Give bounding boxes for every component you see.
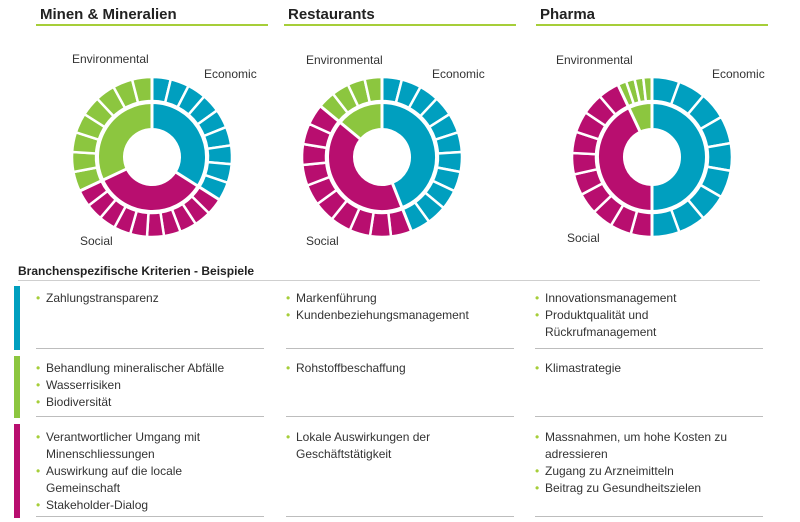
cell-divider — [535, 416, 763, 417]
criteria-item: Verantwortlicher Umgang mit Minenschlies… — [36, 429, 236, 463]
section-divider-line — [390, 182, 414, 233]
criteria-item: Massnahmen, um hohe Kosten zu adressiere… — [535, 429, 755, 463]
criteria-item: Zahlungstransparenz — [36, 290, 266, 307]
criteria-cell-environmental-pharma: Klimastrategie — [535, 360, 755, 377]
label-economic: Economic — [432, 67, 485, 81]
cell-divider — [535, 516, 763, 517]
section-divider-line — [318, 104, 362, 141]
section-divider — [18, 280, 760, 281]
inner-ring-economic — [151, 101, 207, 188]
section-title: Branchenspezifische Kriterien - Beispiel… — [18, 264, 255, 278]
cell-divider — [286, 516, 514, 517]
donut-chart-restaurants — [300, 75, 464, 239]
criteria-item: Produktqualität und Rückrufmanagement — [535, 307, 710, 341]
outer-segment-environmental — [70, 150, 99, 174]
social-bar — [14, 424, 20, 518]
criteria-item: Auswirkung auf die locale Gemeinschaft — [36, 463, 236, 497]
cell-divider — [286, 416, 514, 417]
label-environmental: Environmental — [556, 53, 633, 67]
label-environmental: Environmental — [72, 52, 149, 66]
inner-ring-social — [101, 167, 199, 212]
section-divider-line — [174, 170, 222, 202]
criteria-item: Klimastrategie — [535, 360, 755, 377]
title-underline — [284, 24, 516, 26]
criteria-item: Beitrag zu Gesundheitszielen — [535, 480, 755, 497]
criteria-cell-social-pharma: Massnahmen, um hohe Kosten zu adressiere… — [535, 429, 755, 497]
criteria-cell-economic-minen: Zahlungstransparenz — [36, 290, 266, 307]
inner-ring-economic — [381, 101, 437, 209]
label-economic: Economic — [712, 67, 765, 81]
cell-divider — [36, 416, 264, 417]
label-social: Social — [567, 231, 600, 245]
title-underline — [36, 24, 268, 26]
outer-segment-social — [570, 151, 599, 176]
criteria-item: Stakeholder-Dialog — [36, 497, 236, 514]
criteria-item: Markenführung — [286, 290, 516, 307]
criteria-cell-economic-restaurants: Markenführung Kundenbeziehungsmanagement — [286, 290, 516, 324]
criteria-item: Wasserrisiken — [36, 377, 266, 394]
economic-bar — [14, 286, 20, 350]
criteria-item: Rohstoffbeschaffung — [286, 360, 516, 377]
inner-ring-social — [597, 106, 653, 213]
criteria-cell-environmental-restaurants: Rohstoffbeschaffung — [286, 360, 516, 377]
cell-divider — [36, 348, 264, 349]
criteria-item: Zugang zu Arzneimitteln — [535, 463, 755, 480]
criteria-item: Lokale Auswirkungen der Geschäftstätigke… — [286, 429, 456, 463]
panel-title-pharma: Pharma — [540, 6, 596, 23]
label-social: Social — [306, 234, 339, 248]
panel-title-restaurants: Restaurants — [288, 6, 375, 23]
criteria-item: Biodiversität — [36, 394, 266, 411]
cell-divider — [36, 516, 264, 517]
label-social: Social — [80, 234, 113, 248]
panel-title-minen: Minen & Mineralien — [40, 6, 177, 23]
inner-ring-environmental — [97, 101, 153, 182]
cell-divider — [535, 348, 763, 349]
donut-chart-minen — [70, 75, 234, 239]
criteria-cell-social-restaurants: Lokale Auswirkungen der Geschäftstätigke… — [286, 429, 456, 463]
cell-divider — [286, 348, 514, 349]
label-economic: Economic — [204, 67, 257, 81]
inner-ring-economic — [651, 101, 707, 213]
section-divider-line — [78, 167, 128, 193]
section-divider-line — [616, 83, 642, 133]
criteria-cell-social-minen: Verantwortlicher Umgang mit Minenschlies… — [36, 429, 236, 514]
title-underline — [536, 24, 768, 26]
criteria-item: Behandlung mineralischer Abfälle — [36, 360, 266, 377]
criteria-cell-economic-pharma: Innovationsmanagement Produktqualität un… — [535, 290, 710, 341]
criteria-item: Kundenbeziehungsmanagement — [286, 307, 516, 324]
environmental-bar — [14, 356, 20, 418]
criteria-cell-environmental-minen: Behandlung mineralischer Abfälle Wasserr… — [36, 360, 266, 411]
inner-ring-social — [327, 121, 404, 212]
criteria-item: Innovationsmanagement — [535, 290, 710, 307]
donut-chart-pharma — [570, 75, 734, 239]
label-environmental: Environmental — [306, 53, 383, 67]
